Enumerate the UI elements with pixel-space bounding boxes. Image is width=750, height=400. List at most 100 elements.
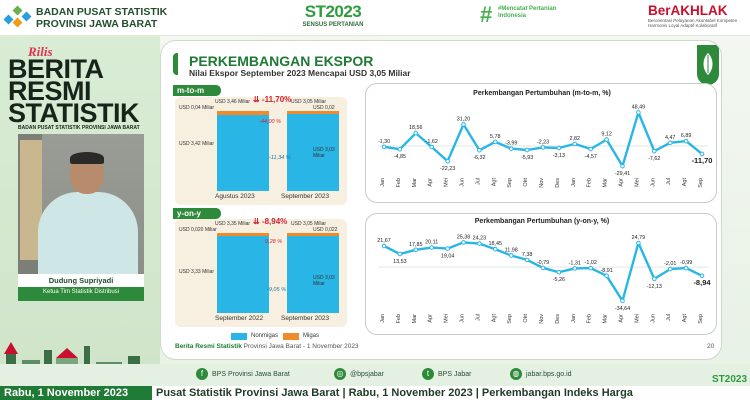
speaker-role: Ketua Tim Statistik Distribusi <box>42 289 120 295</box>
mtm-left-top-value: USD 3,46 Miliar <box>215 99 251 105</box>
chart-yoy-title: Perkembangan Pertumbuhan (y-on-y, %) <box>366 218 718 225</box>
data-point <box>540 265 546 271</box>
category-tick: Jul <box>666 178 672 185</box>
org-line-2: PROVINSI JAWA BARAT <box>36 18 158 30</box>
mtm-change: ⇊ -11,70% <box>253 95 291 104</box>
category-tick: Mar <box>412 314 418 324</box>
akhlak-subtitle: Berorientasi Pelayanan Akuntabel Kompete… <box>648 18 738 28</box>
data-label: -0,99 <box>680 260 692 266</box>
category-tick: Mar <box>412 178 418 188</box>
data-point <box>620 298 625 304</box>
mtm-comparison: USD 3,46 Miliar ⇊ -11,70% USD 3,05 Milia… <box>175 95 347 205</box>
data-label: -0,79 <box>537 260 549 266</box>
yoy-change-value: -8,94% <box>261 217 288 226</box>
data-point <box>556 269 562 275</box>
social-twitter[interactable]: t BPS Jabar <box>422 368 471 382</box>
data-label: -4,85 <box>394 154 406 160</box>
mtm-migas-left: USD 0,04 Miliar <box>179 105 215 111</box>
slide-footer: Berita Resmi Statistik Provinsi Jawa Bar… <box>175 343 359 350</box>
category-tick: Jun <box>460 314 466 323</box>
mtm-cat-left: Agustus 2023 <box>215 193 255 200</box>
mtm-nonmigas-bar-left <box>217 115 269 191</box>
data-point <box>508 146 514 151</box>
category-tick: Feb <box>587 314 593 323</box>
data-label: 48,49 <box>632 104 646 110</box>
data-point <box>699 151 705 157</box>
category-tick: Jun <box>650 314 656 323</box>
data-label: -12,13 <box>647 284 662 290</box>
data-point <box>667 140 673 146</box>
data-point <box>461 240 466 245</box>
facebook-label: BPS Provinsi Jawa Barat <box>212 371 290 378</box>
social-website[interactable]: ◍ jabar.bps.go.id <box>510 368 572 382</box>
hashtag-icon: # <box>480 2 493 27</box>
speaker-name: Dudung Supriyadi <box>48 276 114 285</box>
data-label: -7,62 <box>648 156 660 162</box>
chart-mtm-title-text: Perkembangan Pertumbuhan (m-to-m, %) <box>473 90 611 97</box>
data-label: 11,98 <box>505 247 518 253</box>
data-label: 4,47 <box>665 135 676 141</box>
data-label: -1,30 <box>378 139 390 145</box>
category-tick: Sep <box>698 314 704 324</box>
yoy-cat-right: September 2023 <box>281 315 330 322</box>
data-label: -5,26 <box>553 277 565 283</box>
category-tick: Agt <box>682 178 688 187</box>
category-tick: Jun <box>460 178 466 187</box>
globe-icon: ◍ <box>510 368 522 381</box>
data-point <box>493 246 498 252</box>
mencatat-logo: # #Mencatat Pertanian Indonesia <box>480 3 570 33</box>
yoy-cat-left: September 2022 <box>215 315 264 322</box>
mtm-migas-bar-right <box>287 111 339 114</box>
top-bar: BADAN PUSAT STATISTIK PROVINSI JAWA BARA… <box>0 0 750 36</box>
data-label: -1,62 <box>426 139 438 145</box>
category-tick: Des <box>555 314 561 324</box>
slide-footer-bold: Berita Resmi Statistik <box>175 343 242 350</box>
org-line-1: BADAN PUSAT STATISTIK <box>36 6 168 18</box>
data-point <box>445 158 450 164</box>
legend-migas-label: Migas <box>303 333 320 339</box>
category-tick: Jun <box>650 178 656 187</box>
rilis-label: Rilis <box>28 44 53 59</box>
data-label: 18,45 <box>489 241 503 247</box>
facebook-icon: f <box>196 368 208 381</box>
social-facebook[interactable]: f BPS Provinsi Jawa Barat <box>196 368 290 382</box>
title-accent <box>173 53 185 75</box>
data-point <box>588 146 593 152</box>
legend: Nonmigas Migas <box>181 331 341 357</box>
category-tick: Des <box>555 178 561 188</box>
category-tick: Agt <box>682 314 688 323</box>
down-arrow-icon: ⇊ <box>253 217 262 226</box>
data-point <box>683 265 689 271</box>
data-point <box>381 243 387 249</box>
data-label: 9,12 <box>601 132 612 138</box>
category-tick: Mei <box>444 178 450 187</box>
data-point <box>493 139 498 145</box>
legend-nonmigas-swatch <box>231 333 247 340</box>
berita-line-3: STATISTIK <box>8 98 140 128</box>
data-label: 13,53 <box>393 259 407 265</box>
leaf-icon <box>703 53 713 75</box>
mtm-nonmigas-left: USD 3,42 Miliar <box>179 141 215 147</box>
social-instagram[interactable]: ◎ @bpsjabar <box>334 368 384 382</box>
category-tick: Jul <box>475 178 481 185</box>
yoy-nonmigas-right: USD 3,03 Miliar <box>313 275 335 287</box>
data-point <box>652 148 657 154</box>
data-point <box>429 245 434 250</box>
category-tick: Feb <box>396 314 402 323</box>
data-label: -2,23 <box>537 139 549 145</box>
category-tick: Apr <box>428 314 434 323</box>
data-point <box>381 144 387 150</box>
st2023-corner-text: ST2023 <box>712 374 748 385</box>
mtm-nonmigas-pct: -11,34 % <box>269 155 291 161</box>
data-label: -4,57 <box>585 154 597 160</box>
category-tick: Jan <box>571 314 577 323</box>
bps-logo-icon <box>4 5 32 28</box>
data-point <box>477 241 482 246</box>
st2023-title: ST2023 <box>304 2 362 21</box>
left-panel: Rilis BERITA RESMI STATISTIK BADAN PUSAT… <box>0 36 160 386</box>
yoy-migas-left: USD 0,020 Miliar <box>179 227 217 233</box>
mtm-cat-right: September 2023 <box>281 193 330 200</box>
speaker-body <box>38 192 138 274</box>
data-label: 18,56 <box>409 125 423 131</box>
data-point <box>620 163 625 169</box>
